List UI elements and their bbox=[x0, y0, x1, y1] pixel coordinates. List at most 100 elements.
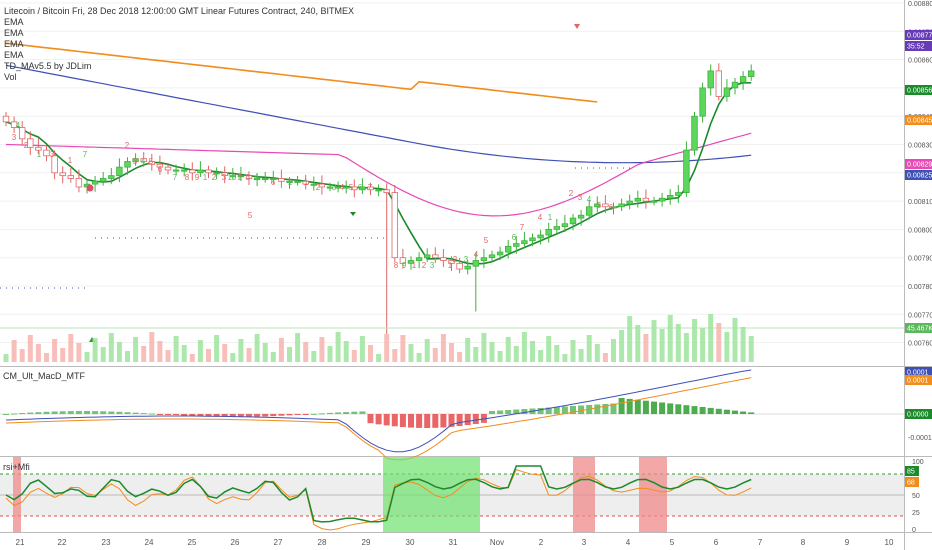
candle[interactable] bbox=[602, 203, 609, 208]
candle[interactable] bbox=[245, 175, 253, 179]
candle[interactable] bbox=[18, 127, 26, 140]
candle[interactable] bbox=[731, 81, 739, 89]
candle[interactable] bbox=[108, 175, 115, 179]
candle[interactable] bbox=[650, 200, 658, 203]
candle[interactable] bbox=[618, 203, 625, 208]
candle[interactable] bbox=[537, 234, 544, 239]
candle[interactable] bbox=[124, 161, 131, 168]
candle[interactable] bbox=[480, 257, 488, 261]
candle[interactable] bbox=[302, 180, 309, 185]
candle[interactable] bbox=[748, 70, 755, 77]
candle[interactable] bbox=[667, 195, 674, 199]
candle[interactable] bbox=[415, 257, 423, 261]
candle[interactable] bbox=[488, 254, 496, 259]
candle[interactable] bbox=[553, 226, 560, 230]
candle[interactable] bbox=[561, 223, 569, 227]
candle[interactable] bbox=[91, 180, 99, 185]
macd-pane-title[interactable]: CM_Ult_MacD_MTF bbox=[3, 371, 86, 381]
time-axis[interactable]: 21 22 23 24 25 26 27 28 29 30 31 Nov 2 3 4 5 6 7 8 9 10 bbox=[16, 538, 894, 547]
candle[interactable] bbox=[423, 254, 431, 259]
candle[interactable] bbox=[472, 260, 479, 267]
candle[interactable] bbox=[675, 192, 682, 196]
candle[interactable] bbox=[383, 189, 390, 194]
price-axis[interactable]: 0.008800.008700.008600.008500.008400.008… bbox=[905, 1, 932, 534]
study-ema-2[interactable]: EMA bbox=[4, 28, 24, 38]
candle[interactable] bbox=[205, 169, 212, 174]
candle[interactable] bbox=[586, 206, 593, 216]
candle[interactable] bbox=[75, 178, 83, 188]
candle[interactable] bbox=[707, 70, 714, 89]
candle[interactable] bbox=[253, 178, 261, 181]
candle[interactable] bbox=[391, 192, 398, 259]
candle[interactable] bbox=[351, 186, 358, 191]
candle[interactable] bbox=[739, 76, 747, 83]
candle[interactable] bbox=[261, 178, 269, 181]
candle[interactable] bbox=[504, 245, 512, 253]
candle[interactable] bbox=[342, 186, 350, 189]
candle[interactable] bbox=[699, 87, 706, 117]
candle[interactable] bbox=[456, 262, 463, 270]
candle[interactable] bbox=[189, 169, 196, 174]
candle[interactable] bbox=[359, 186, 366, 191]
candle[interactable] bbox=[67, 175, 74, 179]
candle[interactable] bbox=[464, 265, 471, 270]
candle[interactable] bbox=[594, 203, 601, 208]
candle[interactable] bbox=[440, 257, 447, 261]
candle[interactable] bbox=[626, 200, 633, 205]
candle[interactable] bbox=[683, 149, 690, 194]
candle[interactable] bbox=[432, 254, 439, 259]
candle[interactable] bbox=[545, 228, 552, 236]
candle[interactable] bbox=[164, 166, 172, 171]
candle[interactable] bbox=[569, 217, 577, 225]
candle[interactable] bbox=[529, 237, 536, 242]
candle[interactable] bbox=[237, 175, 245, 178]
rsi-pane-title[interactable]: rsi+Mfi bbox=[3, 462, 30, 472]
candle[interactable] bbox=[140, 158, 147, 162]
candle[interactable] bbox=[213, 172, 220, 175]
candle[interactable] bbox=[691, 115, 698, 151]
candle[interactable] bbox=[132, 158, 139, 162]
candle[interactable] bbox=[448, 260, 455, 264]
candle[interactable] bbox=[43, 149, 50, 157]
study-ema-3[interactable]: EMA bbox=[4, 39, 24, 49]
candle[interactable] bbox=[197, 169, 204, 174]
candle[interactable] bbox=[35, 146, 42, 151]
candle[interactable] bbox=[715, 70, 722, 97]
candle[interactable] bbox=[294, 180, 301, 183]
study-ema-1[interactable]: EMA bbox=[4, 17, 24, 27]
candle[interactable] bbox=[723, 87, 731, 97]
candle[interactable] bbox=[59, 172, 66, 177]
candle[interactable] bbox=[156, 163, 164, 168]
candle[interactable] bbox=[310, 183, 317, 186]
candle[interactable] bbox=[326, 186, 334, 189]
candle[interactable] bbox=[100, 178, 107, 182]
candle[interactable] bbox=[577, 214, 585, 219]
candle[interactable] bbox=[334, 186, 342, 189]
candle[interactable] bbox=[229, 175, 236, 178]
candle[interactable] bbox=[2, 115, 10, 123]
candle[interactable] bbox=[286, 180, 293, 183]
candle[interactable] bbox=[658, 197, 666, 202]
candle[interactable] bbox=[10, 121, 18, 128]
candle[interactable] bbox=[318, 183, 326, 188]
candle[interactable] bbox=[172, 169, 180, 172]
candle[interactable] bbox=[496, 251, 504, 256]
candle[interactable] bbox=[116, 166, 123, 177]
candle[interactable] bbox=[278, 178, 285, 182]
macd-pane[interactable] bbox=[0, 369, 904, 461]
candle[interactable] bbox=[513, 243, 520, 247]
candle[interactable] bbox=[148, 161, 155, 165]
candle[interactable] bbox=[51, 155, 58, 174]
candle[interactable] bbox=[27, 138, 34, 148]
candle[interactable] bbox=[375, 189, 382, 192]
candle[interactable] bbox=[270, 178, 277, 181]
rsi-pane[interactable] bbox=[0, 457, 904, 532]
candle[interactable] bbox=[634, 197, 641, 202]
study-ema-4[interactable]: EMA bbox=[4, 50, 24, 60]
candle[interactable] bbox=[221, 172, 228, 177]
candle[interactable] bbox=[407, 260, 415, 264]
candle[interactable] bbox=[180, 169, 188, 172]
candle[interactable] bbox=[642, 197, 650, 202]
candle[interactable] bbox=[367, 186, 374, 191]
